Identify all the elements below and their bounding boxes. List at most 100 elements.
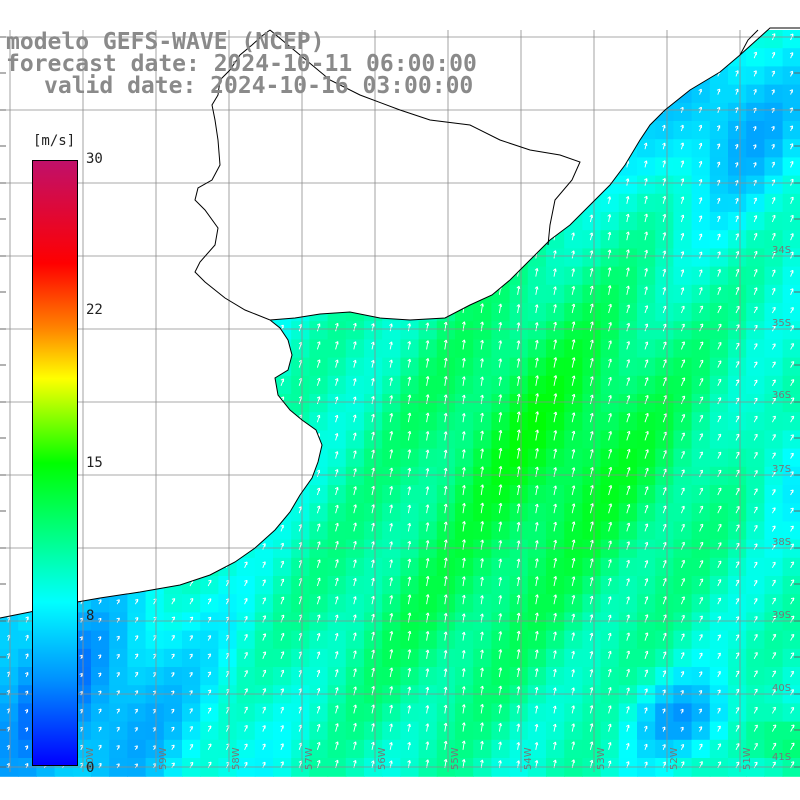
wind-arrow <box>352 341 357 350</box>
wind-arrow <box>790 707 795 714</box>
wind-cell <box>109 612 128 632</box>
wind-cell <box>618 230 638 249</box>
wind-cell <box>600 630 620 650</box>
wind-cell <box>709 703 729 723</box>
wind-cell <box>109 667 128 686</box>
wind-cell <box>728 230 747 249</box>
wind-cell <box>655 485 674 504</box>
wind-arrow <box>589 394 594 405</box>
wind-cell <box>655 375 674 395</box>
wind-cell <box>309 321 329 340</box>
wind-arrow <box>553 576 557 587</box>
wind-cell <box>728 448 747 468</box>
wind-cell <box>527 685 547 704</box>
wind-arrow <box>425 376 430 386</box>
wind-arrow <box>407 649 412 659</box>
wind-cell <box>673 430 693 450</box>
wind-cell <box>691 357 711 377</box>
wind-cell <box>764 576 784 595</box>
wind-arrow <box>790 652 795 660</box>
wind-arrow <box>644 578 649 587</box>
wind-arrow <box>644 268 648 277</box>
wind-cell <box>345 539 365 559</box>
wind-cell <box>746 576 765 595</box>
wind-arrow <box>461 413 466 423</box>
wind-arrow <box>644 412 649 423</box>
wind-arrow <box>717 415 722 423</box>
wind-cell <box>418 485 438 504</box>
wind-cell <box>728 594 747 613</box>
wind-cell <box>473 357 492 377</box>
wind-cell <box>527 721 547 741</box>
colorbar-label-22: 22 <box>86 302 103 318</box>
wind-arrow <box>171 598 176 605</box>
wind-cell <box>582 339 602 359</box>
model-title: modelo GEFS-WAVE (NCEP) <box>6 29 325 55</box>
wind-arrow <box>316 723 321 732</box>
wind-arrow <box>699 469 704 477</box>
wind-cell <box>182 703 201 723</box>
wind-cell <box>91 648 110 668</box>
wind-arrow <box>316 705 321 714</box>
wind-cell <box>709 485 729 504</box>
wind-cell <box>600 448 620 468</box>
wind-cell <box>364 758 383 777</box>
wind-cell <box>400 412 420 431</box>
wind-cell <box>527 284 547 304</box>
wind-cell <box>509 576 529 595</box>
wind-cell <box>582 557 602 577</box>
wind-arrow <box>680 124 684 132</box>
wind-arrow <box>371 504 375 514</box>
wind-cell <box>509 685 529 704</box>
wind-cell <box>637 612 656 632</box>
wind-arrow <box>626 267 630 277</box>
wind-cell <box>527 303 547 322</box>
wind-cell <box>600 430 620 450</box>
wind-arrow <box>717 579 722 587</box>
wind-cell <box>109 685 128 704</box>
wind-arrow <box>753 506 758 514</box>
wind-arrow <box>407 576 412 587</box>
wind-arrow <box>516 304 521 314</box>
wind-arrow <box>480 339 484 350</box>
wind-arrow <box>498 649 503 659</box>
wind-cell <box>691 139 711 158</box>
wind-cell <box>746 394 765 413</box>
wind-cell <box>527 503 547 522</box>
wind-cell <box>655 212 674 231</box>
wind-arrow <box>498 321 503 332</box>
wind-cell <box>400 667 420 686</box>
colorbar-label-30: 30 <box>86 151 103 167</box>
wind-arrow <box>790 325 795 332</box>
wind-cell <box>291 394 310 413</box>
wind-cell <box>618 175 638 195</box>
wind-cell <box>327 648 347 668</box>
wind-cell <box>182 685 201 704</box>
wind-arrow <box>717 451 722 459</box>
wind-cell <box>291 339 310 359</box>
wind-cell <box>382 612 401 632</box>
wind-arrow <box>335 577 339 587</box>
wind-arrow <box>607 650 612 659</box>
wind-cell <box>691 339 711 359</box>
wind-cell <box>564 685 583 704</box>
wind-arrow <box>644 449 649 459</box>
wind-arrow <box>371 323 375 332</box>
wind-cell <box>163 758 183 777</box>
wind-cell <box>618 721 638 741</box>
wind-arrow <box>717 433 722 441</box>
wind-arrow <box>644 725 648 732</box>
wind-arrow <box>625 231 630 241</box>
wind-arrow <box>516 322 521 332</box>
wind-cell <box>746 375 765 395</box>
wind-arrow <box>698 124 702 132</box>
wind-arrow <box>662 177 666 186</box>
wind-cell <box>691 121 711 140</box>
wind-cell <box>382 466 401 486</box>
wind-arrow <box>753 215 758 223</box>
wind-arrow <box>571 339 576 350</box>
wind-cell <box>364 648 383 668</box>
wind-cell <box>600 667 620 686</box>
wind-cell <box>309 557 329 577</box>
wind-cell <box>564 230 583 249</box>
